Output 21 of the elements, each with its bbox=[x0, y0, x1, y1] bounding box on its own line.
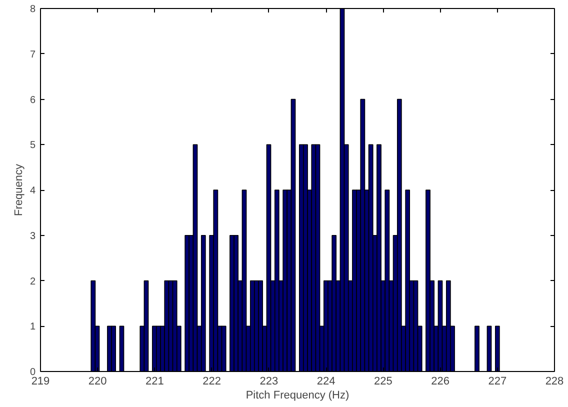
y-axis-title: Frequency bbox=[12, 164, 25, 216]
y-tick-label: 0 bbox=[30, 367, 36, 378]
x-tick-label: 219 bbox=[31, 376, 50, 388]
y-tick-label: 8 bbox=[30, 4, 36, 15]
x-tick-label: 220 bbox=[88, 376, 107, 388]
y-tick-label: 6 bbox=[30, 94, 36, 106]
y-tick-label: 3 bbox=[30, 230, 36, 242]
y-tick-label: 5 bbox=[30, 140, 36, 152]
x-tick-label: 226 bbox=[431, 376, 450, 388]
y-tick-label: 2 bbox=[30, 276, 36, 288]
x-tick-label: 224 bbox=[316, 376, 336, 388]
x-tick-label: 225 bbox=[374, 376, 392, 388]
x-tick-label: 221 bbox=[146, 376, 164, 388]
x-tick-label: 228 bbox=[545, 376, 564, 388]
x-axis-title: Pitch Frequency (Hz) bbox=[246, 390, 350, 402]
x-tick-label: 222 bbox=[202, 376, 222, 388]
x-tick-label: 227 bbox=[488, 376, 507, 388]
x-tick-label: 223 bbox=[260, 376, 278, 388]
y-tick-label: 7 bbox=[30, 49, 36, 60]
y-tick-label: 1 bbox=[30, 322, 36, 333]
y-tick-label: 4 bbox=[30, 186, 36, 196]
